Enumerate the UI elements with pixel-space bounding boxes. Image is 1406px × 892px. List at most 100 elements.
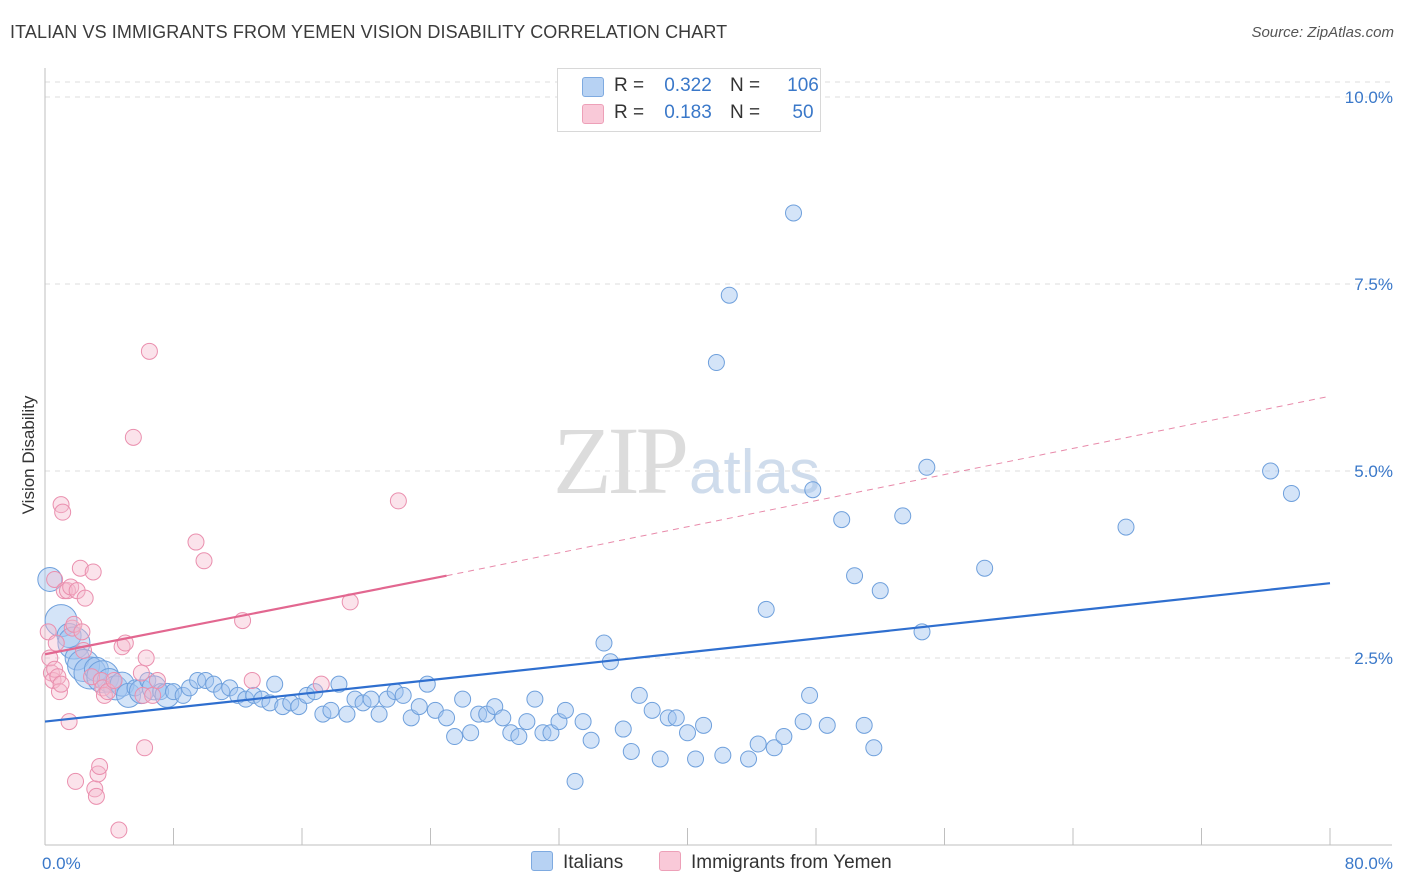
legend-swatch-yemen [659, 851, 681, 871]
italians-point [582, 731, 600, 749]
watermark: ZIPatlas [553, 405, 820, 516]
yemen-point [136, 739, 154, 757]
italians-point [370, 705, 388, 723]
italians-point [740, 750, 758, 768]
italians-point [330, 675, 348, 693]
legend-n-label: N = [730, 75, 761, 96]
italians-point [494, 709, 512, 727]
yemen-point [110, 821, 128, 839]
legend-swatch-italians [531, 851, 553, 871]
italians-point [794, 713, 812, 731]
italians-point [757, 600, 775, 618]
italians-point [152, 683, 170, 701]
legend-n-label: N = [730, 102, 761, 123]
yemen-point [144, 686, 162, 704]
italians-point [338, 705, 356, 723]
x-tick-label: 80.0% [1345, 854, 1393, 873]
italians-point [410, 698, 428, 716]
italians-point [687, 750, 705, 768]
italians-point [865, 739, 883, 757]
yemen-point [87, 787, 105, 805]
italians-point [707, 354, 725, 372]
italians-point [871, 582, 889, 600]
yemen-point [84, 563, 102, 581]
legend-n-value: 106 [787, 75, 819, 96]
italians-point [566, 772, 584, 790]
italians-point [418, 675, 436, 693]
italians-point [695, 716, 713, 734]
italians-point [622, 743, 640, 760]
italians-point [1282, 484, 1300, 502]
italians-point [314, 705, 332, 723]
trend-lines [44, 395, 1331, 723]
yemen-point [389, 492, 407, 510]
yemen-point [134, 686, 152, 704]
yemen-point [105, 671, 123, 689]
legend-label-yemen: Immigrants from Yemen [691, 852, 892, 873]
italians-point [804, 481, 822, 499]
legend-label-italians: Italians [563, 852, 624, 873]
italians-point [322, 701, 340, 719]
italians-point [976, 559, 994, 577]
yemen-point [195, 552, 213, 570]
italians-point [518, 713, 536, 731]
watermark-atlas: atlas [689, 438, 820, 507]
yemen-point [312, 675, 330, 693]
italians-point [801, 686, 819, 704]
legend-r-label: R = [614, 102, 645, 123]
yemen-point [54, 503, 72, 521]
yemen-point [73, 623, 91, 641]
italians-point [1262, 462, 1280, 480]
yemen-point [140, 342, 158, 360]
italians-point [197, 671, 215, 689]
italians-point [446, 728, 464, 746]
y-tick-label: 5.0% [1354, 462, 1393, 481]
legend-item-yemen[interactable]: Immigrants from Yemen [659, 851, 892, 874]
italians-point [438, 709, 456, 727]
yemen-point [47, 634, 65, 652]
axes [44, 68, 1392, 846]
italians-point [714, 746, 732, 764]
legend-r-value: 0.183 [664, 102, 712, 123]
italians-point [556, 701, 574, 719]
yemen-point [67, 772, 85, 790]
yemen-point [83, 668, 101, 686]
italians-point [266, 675, 284, 693]
watermark-zip: ZIP [553, 407, 689, 514]
italians-point [462, 724, 480, 742]
source-label: Source: ZipAtlas.com [1251, 24, 1394, 41]
yemen-trend-line [44, 574, 447, 656]
y-axis-title: Vision Disability [19, 395, 38, 514]
italians-point [37, 566, 63, 592]
yemen-points [39, 342, 407, 839]
yemen-point [148, 671, 166, 689]
italians-trend-line [44, 582, 1331, 723]
italians-point [894, 507, 912, 525]
legend-swatch-italians [582, 77, 604, 97]
y-tick-label: 10.0% [1345, 88, 1393, 107]
italians-point [775, 728, 793, 746]
italians-point [454, 690, 472, 708]
legend-swatch-yemen [582, 104, 604, 124]
chart-title: ITALIAN VS IMMIGRANTS FROM YEMEN VISION … [10, 22, 728, 42]
italians-point [83, 656, 109, 682]
italians-point [165, 683, 182, 701]
y-tick-labels: 2.5% 5.0% 7.5% 10.0% [1345, 88, 1393, 668]
italians-point [502, 724, 520, 742]
legend-r-label: R = [614, 75, 645, 96]
italians-point [667, 709, 685, 727]
italians-point [918, 458, 936, 476]
yemen-trend-extension [446, 395, 1331, 577]
legend-item-italians[interactable]: Italians [531, 851, 623, 874]
yemen-point [187, 533, 205, 551]
legend-n-value: 50 [792, 102, 814, 123]
italians-point [362, 690, 380, 708]
italians-point [846, 567, 864, 585]
yemen-point [46, 570, 64, 588]
x-tick-label: 0.0% [42, 854, 81, 873]
italians-point [679, 724, 696, 742]
italians-point [354, 694, 372, 712]
yemen-point [52, 675, 70, 693]
italians-point [614, 720, 632, 738]
yemen-point [137, 649, 155, 667]
